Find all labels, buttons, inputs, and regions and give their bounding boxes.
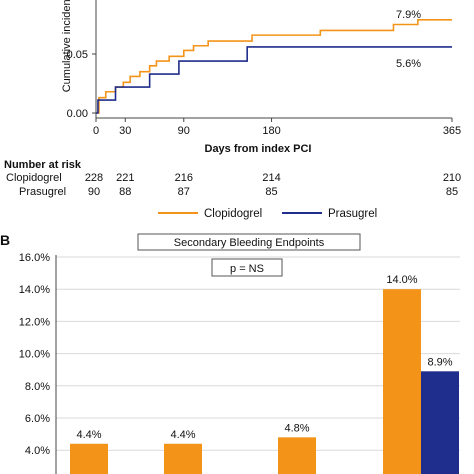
risk-row-label-clopidogrel: Clopidogrel	[6, 172, 62, 184]
bar-value-label: 4.4%	[76, 429, 101, 441]
p-value-box	[211, 258, 283, 277]
panel-label-b: B	[0, 232, 10, 248]
bar-value-label: 4.8%	[284, 422, 309, 434]
bar-clopidogrel	[164, 443, 202, 474]
x-tick-label: 180	[262, 125, 280, 137]
risk-table-title: Number at risk	[4, 159, 82, 171]
prasugrel-end-label: 5.6%	[396, 58, 421, 70]
risk-value-prasugrel: 87	[178, 186, 190, 198]
bar-clopidogrel	[70, 443, 108, 474]
bar-y-tick-label: 14.0%	[19, 284, 50, 296]
risk-value-prasugrel: 85	[265, 186, 277, 198]
y-tick-label: 0.00	[67, 108, 88, 120]
bar-y-tick-label: 10.0%	[19, 349, 50, 361]
risk-table: Number at risk Clopidogrel Prasugrel 228…	[4, 159, 461, 198]
x-tick-label: 90	[178, 125, 190, 137]
risk-value-prasugrel: 85	[446, 186, 458, 198]
bar-chart-title: Secondary Bleeding Endpoints	[174, 237, 325, 249]
bar-y-tick-label: 16.0%	[19, 252, 50, 264]
y-axis-label: Cumulative incidence	[61, 0, 73, 92]
panel-a-line-chart: Cumulative incidence 0.05 0.00 0 30 90 180 3…	[61, 0, 461, 155]
risk-value-clopidogrel: 228	[85, 172, 103, 184]
risk-value-clopidogrel: 210	[443, 172, 461, 184]
risk-value-prasugrel: 90	[88, 186, 100, 198]
risk-value-clopidogrel: 214	[262, 172, 280, 184]
bar-y-tick-label: 6.0%	[25, 413, 50, 425]
clopidogrel-end-label: 7.9%	[396, 9, 421, 21]
bar-prasugrel	[421, 371, 459, 474]
bar-y-tick-label: 4.0%	[25, 445, 50, 457]
bar-clopidogrel	[383, 289, 421, 474]
bar-chart-title-box	[137, 233, 361, 251]
risk-value-clopidogrel: 216	[175, 172, 193, 184]
y-tick-label: 0.05	[67, 49, 88, 61]
panel-b-bar-chart: B Secondary Bleeding Endpoints p = NS 4.…	[0, 232, 460, 474]
legend-label-clopidogrel: Clopidogrel	[204, 208, 262, 220]
bar-clopidogrel	[278, 437, 316, 474]
legend-label-prasugrel: Prasugrel	[328, 208, 377, 220]
prasugrel-incidence-line	[96, 46, 452, 114]
bar-y-tick-label: 8.0%	[25, 381, 50, 393]
x-tick-label: 365	[443, 125, 461, 137]
bar-value-label: 14.0%	[386, 274, 417, 286]
bar-y-tick-label: 12.0%	[19, 316, 50, 328]
risk-row-label-prasugrel: Prasugrel	[19, 186, 66, 198]
legend: Clopidogrel Prasugrel	[158, 208, 377, 220]
bar-value-label: 8.9%	[427, 356, 452, 368]
p-value-label: p = NS	[230, 263, 264, 275]
risk-value-prasugrel: 88	[119, 186, 131, 198]
x-tick-label: 30	[119, 125, 131, 137]
risk-value-clopidogrel: 221	[116, 172, 134, 184]
x-tick-label: 0	[93, 125, 99, 137]
bar-value-label: 4.4%	[170, 429, 195, 441]
x-axis-label: Days from index PCI	[205, 143, 312, 155]
